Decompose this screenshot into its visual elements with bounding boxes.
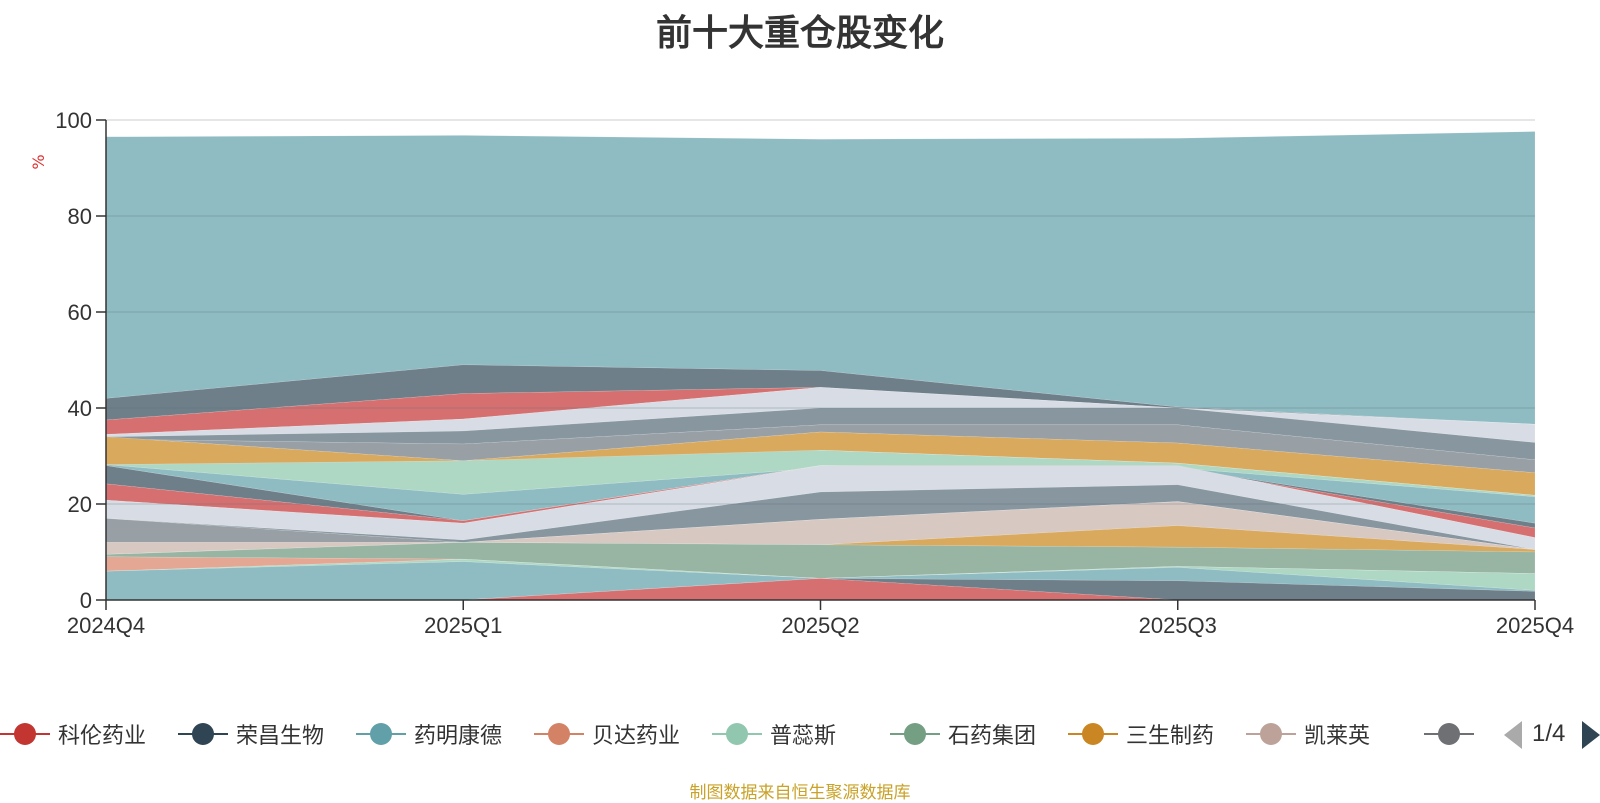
legend-marker-icon bbox=[1424, 714, 1474, 754]
legend-marker-icon bbox=[1246, 714, 1296, 754]
source-note: 制图数据来自恒生聚源数据库 bbox=[689, 783, 911, 803]
y-tick-label: 0 bbox=[80, 588, 92, 613]
legend-item[interactable]: 三生制药 bbox=[1068, 714, 1214, 754]
area-bands bbox=[105, 131, 1536, 601]
y-tick-label: 40 bbox=[68, 396, 92, 421]
legend-marker-icon bbox=[178, 714, 228, 754]
x-tick-label: 2025Q4 bbox=[1496, 613, 1574, 638]
legend-label: 三生制药 bbox=[1126, 724, 1215, 749]
legend-item[interactable]: 信达生物 bbox=[1424, 714, 1480, 754]
legend-pager: 1/4 bbox=[1498, 714, 1600, 754]
legend-page-indicator: 1/4 bbox=[1532, 720, 1566, 747]
previous-page-icon[interactable] bbox=[1504, 721, 1522, 749]
y-tick-label: 60 bbox=[68, 300, 92, 325]
legend-item[interactable]: 荣昌生物 bbox=[178, 714, 324, 754]
legend-item[interactable]: 贝达药业 bbox=[534, 714, 680, 754]
legend-marker-icon bbox=[534, 714, 584, 754]
legend-item[interactable]: 石药集团 bbox=[890, 714, 1036, 754]
legend-item[interactable]: 普蕊斯 bbox=[712, 714, 836, 754]
legend-label: 普蕊斯 bbox=[770, 724, 837, 749]
x-tick-label: 2024Q4 bbox=[67, 613, 145, 638]
legend-marker-icon bbox=[0, 714, 50, 754]
x-tick-label: 2025Q3 bbox=[1139, 613, 1217, 638]
axes: 0 20 40 60 80 100 2024Q4 2025Q1 2025Q2 2025Q3 2025… bbox=[55, 108, 1574, 638]
chart-title: 前十大重仓股变化 bbox=[655, 13, 944, 54]
legend-marker-icon bbox=[890, 714, 940, 754]
y-axis-unit-label: % bbox=[29, 154, 48, 169]
legend-marker-icon bbox=[1068, 714, 1118, 754]
legend-item[interactable]: 药明康德 bbox=[356, 714, 502, 754]
legend-label: 荣昌生物 bbox=[236, 724, 325, 749]
legend-label: 凯莱英 bbox=[1304, 724, 1371, 749]
legend-marker-icon bbox=[712, 714, 762, 754]
y-tick-label: 20 bbox=[68, 492, 92, 517]
legend-label: 科伦药业 bbox=[58, 724, 147, 749]
y-tick-label: 100 bbox=[55, 108, 92, 133]
x-tick-label: 2025Q2 bbox=[781, 613, 859, 638]
legend-marker-icon bbox=[356, 714, 406, 754]
legend: 科伦药业 荣昌生物 药明康德 贝达药业 普蕊斯 石药集团 三生制药 凯莱英 信达生物 1/4 bbox=[0, 714, 1600, 754]
legend-label: 石药集团 bbox=[948, 724, 1037, 749]
legend-items: 科伦药业 荣昌生物 药明康德 贝达药业 普蕊斯 石药集团 三生制药 凯莱英 信达生物 bbox=[0, 714, 1480, 754]
y-tick-label: 80 bbox=[68, 204, 92, 229]
legend-item[interactable]: 科伦药业 bbox=[0, 714, 146, 754]
legend-label: 药明康德 bbox=[414, 724, 503, 749]
x-tick-label: 2025Q1 bbox=[424, 613, 502, 638]
next-page-icon[interactable] bbox=[1582, 721, 1600, 749]
legend-item[interactable]: 凯莱英 bbox=[1246, 714, 1370, 754]
legend-label: 贝达药业 bbox=[592, 724, 681, 749]
